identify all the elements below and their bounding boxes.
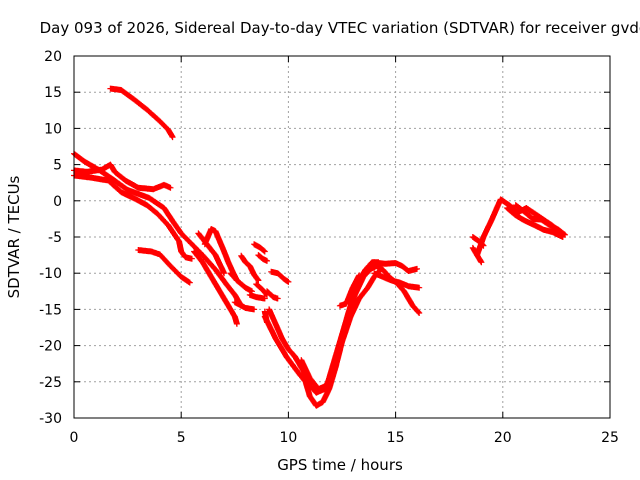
grid <box>74 56 610 418</box>
data-marker-trace <box>195 230 228 277</box>
axis-ticks: 0 5 10 15 20 25 -30 -25 -20 -15 -10 -5 0 5 10 15 20 <box>39 49 619 446</box>
x-tick-label: 15 <box>387 430 405 446</box>
series-arc-10 <box>231 299 258 313</box>
data-marker-trace <box>336 272 363 309</box>
series-arc-17 <box>268 268 292 285</box>
series-arc-23 <box>336 272 363 309</box>
data-marker-trace <box>246 291 268 302</box>
data-marker-trace <box>238 252 262 284</box>
series-arc-14 <box>246 291 268 302</box>
series-arc-25 <box>371 270 423 291</box>
y-tick-label: 15 <box>44 85 62 101</box>
series-arc-29 <box>504 205 566 240</box>
chart-title: Day 093 of 2026, Sidereal Day-to-day VTE… <box>40 19 640 37</box>
series-arc-24 <box>371 259 420 274</box>
series-arc-19 <box>266 306 298 360</box>
series-arc-9 <box>227 270 255 295</box>
data-marker-trace <box>298 259 382 392</box>
y-tick-label: -10 <box>39 266 62 282</box>
data-marker-trace <box>251 241 268 255</box>
y-tick-label: -15 <box>39 302 62 318</box>
series-arc-16 <box>264 288 281 302</box>
series-arc-7 <box>191 248 240 327</box>
series-arc-13 <box>251 241 268 255</box>
series-arc-8 <box>195 230 228 277</box>
data-marker-trace <box>231 299 258 313</box>
x-tick-label: 5 <box>177 430 186 446</box>
y-tick-label: -25 <box>39 375 62 391</box>
y-tick-label: -5 <box>48 230 62 246</box>
y-tick-label: -20 <box>39 339 62 355</box>
x-tick-label: 0 <box>70 430 79 446</box>
y-tick-label: -30 <box>39 411 62 427</box>
data-marker-trace <box>107 85 176 141</box>
series-arc-5 <box>135 247 193 286</box>
data-marker-trace <box>264 288 281 302</box>
series-arc-1 <box>107 85 176 141</box>
x-tick-label: 20 <box>494 430 512 446</box>
y-tick-label: 10 <box>44 121 62 137</box>
data-marker-trace <box>191 248 240 327</box>
series-arc-22 <box>298 259 382 392</box>
x-tick-label: 10 <box>279 430 297 446</box>
data-marker-trace <box>255 252 270 264</box>
y-tick-label: 0 <box>53 194 62 210</box>
data-marker-trace <box>504 205 566 240</box>
data-marker-trace <box>227 270 255 295</box>
series-arc-30 <box>512 202 568 238</box>
data-marker-trace <box>512 202 568 238</box>
x-axis-label: GPS time / hours <box>277 456 403 474</box>
y-tick-label: 20 <box>44 49 62 65</box>
data-marker-trace <box>268 268 292 285</box>
y-axis-label: SDTVAR / TECUs <box>5 175 23 298</box>
data-marker-trace <box>371 270 423 291</box>
y-tick-label: 5 <box>53 158 62 174</box>
series-arc-12 <box>255 252 270 264</box>
data-marker-trace <box>371 259 420 274</box>
data-marker-trace <box>135 247 193 286</box>
x-tick-label: 25 <box>601 430 619 446</box>
data-marker-trace <box>266 306 298 360</box>
series-arc-11 <box>238 252 262 284</box>
